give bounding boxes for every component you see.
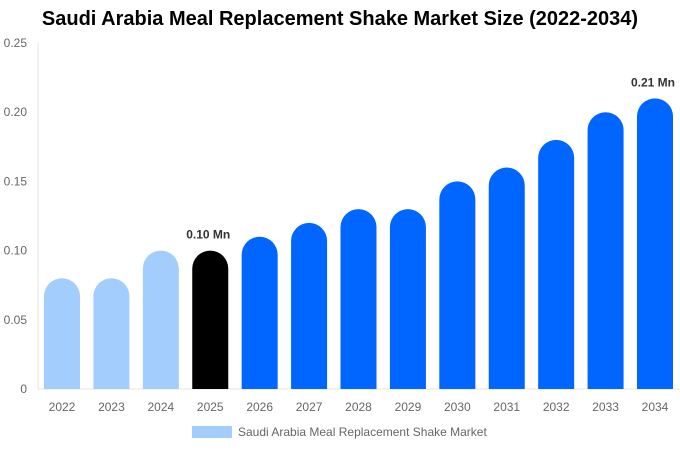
bar-2029 [389,209,426,389]
x-tick-label: 2029 [395,400,422,414]
bar-2028 [340,209,377,389]
legend: Saudi Arabia Meal Replacement Shake Mark… [192,425,487,439]
x-tick-label: 2030 [444,400,471,414]
y-tick-label: 0 [20,382,27,396]
bar-2031 [488,167,525,389]
x-tick-label: 2034 [642,400,669,414]
bar-2027 [291,222,328,389]
bar-2030 [439,181,476,389]
x-tick-label: 2025 [197,400,224,414]
bar-2025 [192,250,229,389]
x-tick-label: 2031 [493,400,520,414]
y-tick-label: 0.20 [4,105,28,119]
x-tick-label: 2026 [246,400,273,414]
data-label: 0.21 Mn [631,75,675,89]
bar-2024 [142,250,179,389]
chart-title: Saudi Arabia Meal Replacement Shake Mark… [41,8,639,30]
bar-2034 [637,98,673,390]
x-tick-label: 2028 [345,400,372,414]
y-tick-label: 0.05 [4,313,28,327]
legend-swatch [192,426,232,438]
x-tick-label: 2033 [592,400,619,414]
data-label: 0.10 Mn [186,228,230,242]
bar-2032 [538,139,575,389]
x-tick-label: 2022 [49,400,76,414]
x-tick-label: 2032 [543,400,570,414]
legend-label: Saudi Arabia Meal Replacement Shake Mark… [238,425,487,439]
y-tick-label: 0.10 [4,244,28,258]
x-tick-label: 2027 [296,400,323,414]
bar-2023 [93,278,130,389]
y-tick-label: 0.15 [4,174,28,188]
bar-2033 [587,112,624,389]
bar-2022 [44,278,80,389]
x-tick-label: 2024 [147,400,174,414]
x-tick-label: 2023 [98,400,125,414]
y-tick-label: 0.25 [4,36,28,50]
bar-2026 [241,236,278,389]
